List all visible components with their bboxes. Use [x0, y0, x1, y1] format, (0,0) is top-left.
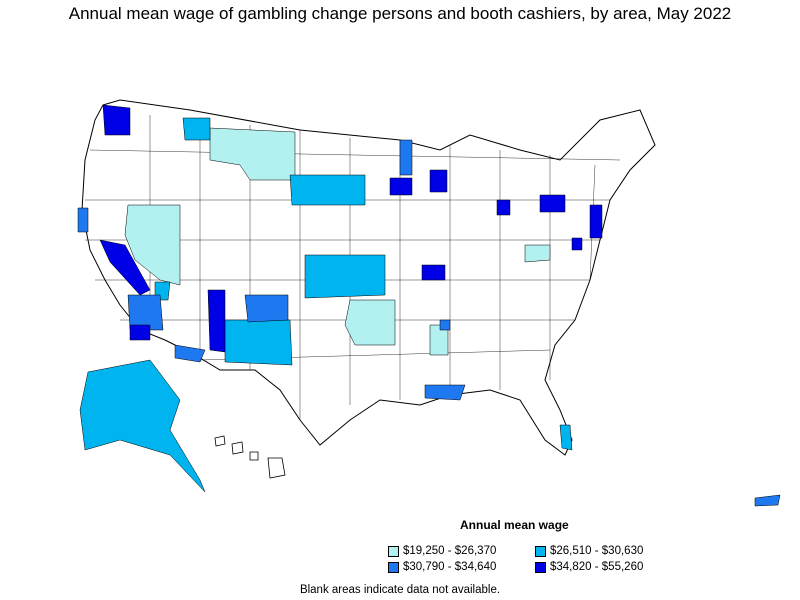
legend-label-1: $19,250 - $26,370	[403, 545, 497, 557]
legend-item-2: $26,510 - $30,630	[535, 545, 643, 557]
legend-swatch-1	[388, 545, 399, 557]
legend-label-3: $30,790 - $34,640	[403, 561, 497, 573]
map-title: Annual mean wage of gambling change pers…	[68, 4, 732, 23]
areas-26510-30630	[79, 117, 573, 493]
legend-item-4: $34,820 - $55,260	[535, 561, 643, 573]
areas-19250-26370	[124, 127, 551, 356]
areas-30790-34640	[77, 139, 781, 507]
legend-item-3: $30,790 - $34,640	[388, 561, 496, 573]
legend-title: Annual mean wage	[460, 518, 569, 532]
legend-label-2: $26,510 - $30,630	[550, 545, 644, 557]
legend-swatch-2	[535, 545, 546, 557]
areas-34820-55260	[99, 104, 603, 353]
legend-swatch-3	[388, 561, 399, 573]
legend-label-4: $34,820 - $55,260	[550, 561, 644, 573]
footnote: Blank areas indicate data not available.	[299, 584, 501, 596]
legend-swatch-4	[535, 561, 546, 573]
legend-item-1: $19,250 - $26,370	[388, 545, 496, 557]
region-hawaii	[214, 435, 286, 479]
